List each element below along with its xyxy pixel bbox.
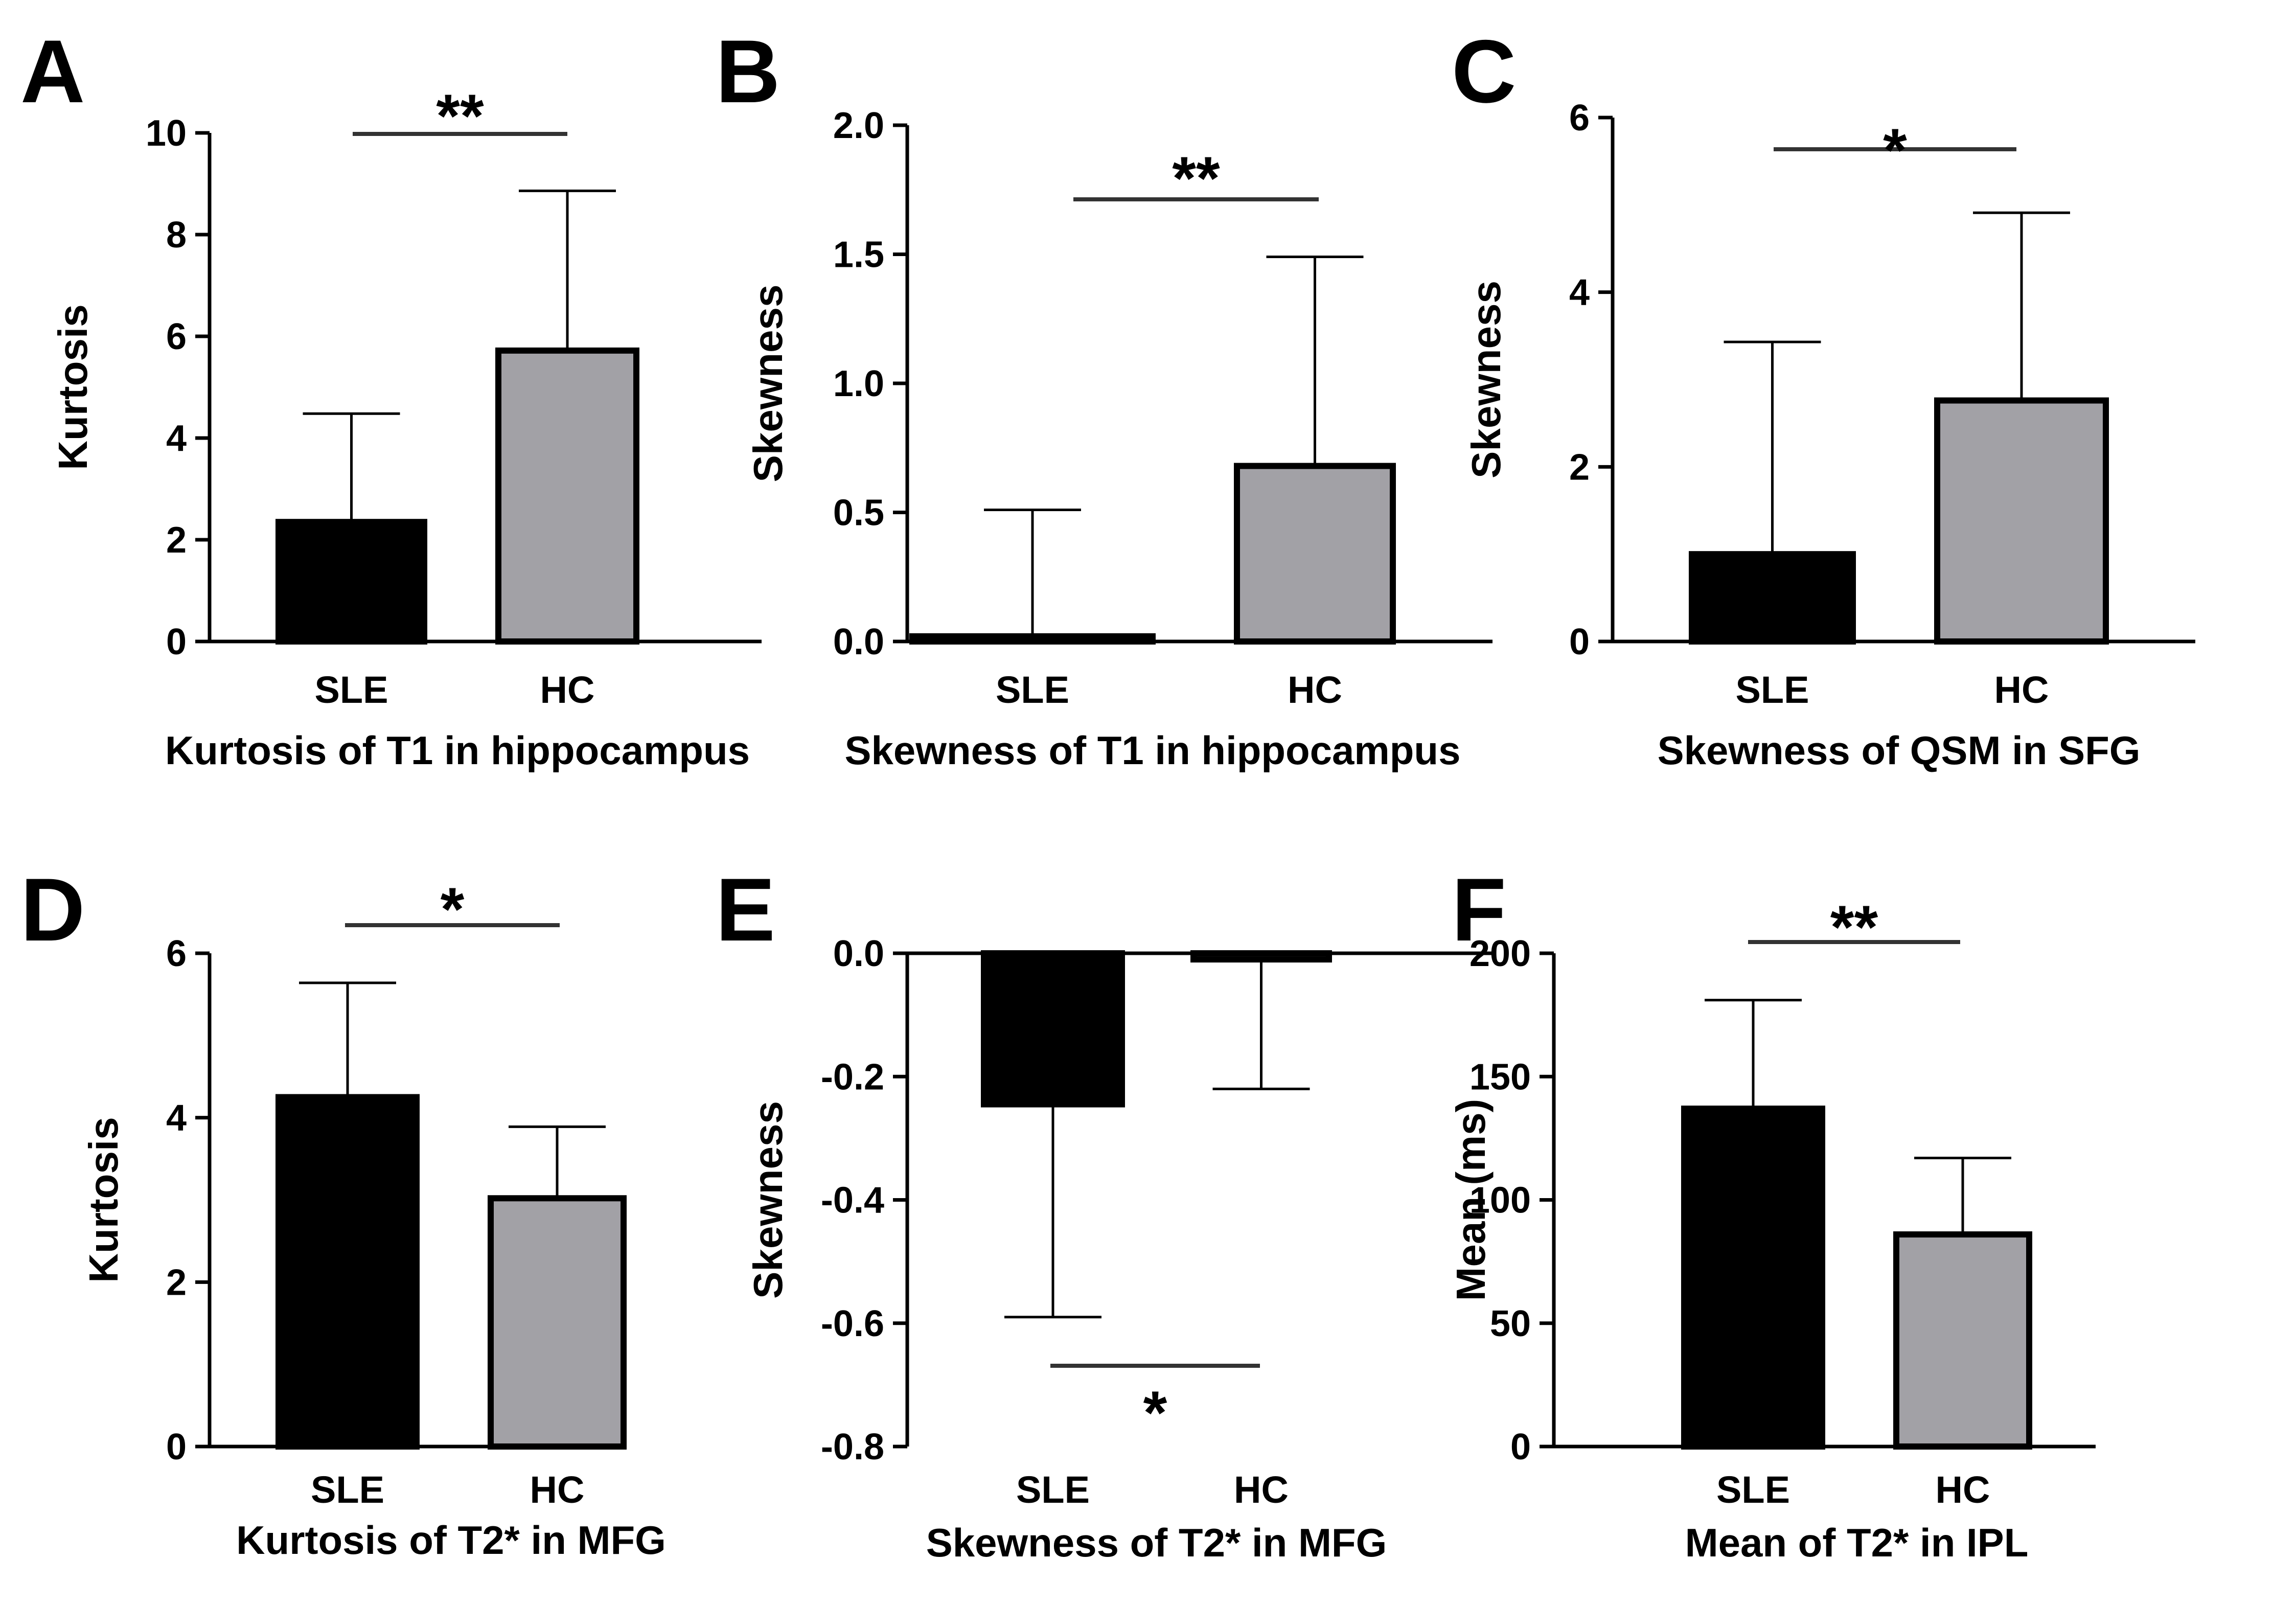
significance-marker: ** bbox=[1172, 144, 1220, 213]
category-label-hc: HC bbox=[540, 669, 595, 711]
x-axis-title: Skewness of T1 in hippocampus bbox=[845, 728, 1461, 773]
bar-hc bbox=[495, 347, 639, 645]
y-axis-title: Kurtosis bbox=[81, 1117, 126, 1283]
chart-panel-c: C 0 2 4 6 SLE HC * Skewness Skewness of QSM in SF… bbox=[1452, 22, 2195, 773]
category-label-sle: SLE bbox=[1736, 669, 1809, 711]
significance-marker: * bbox=[1143, 1379, 1167, 1447]
bar-hc bbox=[1893, 1231, 2032, 1450]
bar-sle bbox=[909, 633, 1156, 645]
y-tick-label: 50 bbox=[1490, 1303, 1531, 1344]
x-axis-title: Kurtosis of T2* in MFG bbox=[236, 1518, 666, 1563]
bar-sle bbox=[275, 519, 427, 645]
y-tick-label: 4 bbox=[166, 418, 187, 459]
chart-panel-f: F 0 50 100 150 200 SLE HC ** Mean (ms) Mean of T2*… bbox=[1448, 860, 2096, 1565]
y-tick-label: 4 bbox=[166, 1098, 187, 1139]
x-axis-title: Skewness of QSM in SFG bbox=[1658, 728, 2141, 773]
y-tick-label: 150 bbox=[1470, 1057, 1531, 1097]
category-label-sle: SLE bbox=[315, 669, 388, 711]
panel-letter: A bbox=[20, 22, 85, 122]
y-tick-label: -0.8 bbox=[821, 1427, 884, 1467]
panel-letter: F bbox=[1452, 860, 1506, 960]
significance-marker: ** bbox=[1830, 893, 1878, 961]
y-tick-label: 0.0 bbox=[833, 933, 884, 974]
y-tick-label: 2 bbox=[166, 520, 187, 561]
y-tick-label: 4 bbox=[1569, 272, 1590, 313]
y-axis-title: Kurtosis bbox=[50, 304, 96, 470]
y-tick-label: 0 bbox=[166, 1427, 187, 1467]
chart-panel-b: B 0.0 0.5 1.0 1.5 2.0 SLE HC ** Skewness Skewness … bbox=[716, 22, 1493, 773]
bar-hc bbox=[1234, 463, 1396, 645]
x-axis-title: Kurtosis of T1 in hippocampus bbox=[165, 728, 750, 773]
bar-sle bbox=[1681, 1105, 1825, 1450]
category-label-hc: HC bbox=[530, 1469, 585, 1511]
significance-marker: * bbox=[1883, 116, 1907, 185]
panel-letter: C bbox=[1452, 22, 1516, 122]
y-tick-label: 6 bbox=[166, 316, 187, 357]
y-tick-label: 0 bbox=[166, 622, 187, 662]
significance-marker: * bbox=[441, 875, 465, 944]
y-tick-label: -0.4 bbox=[821, 1180, 884, 1221]
category-label-sle: SLE bbox=[311, 1469, 384, 1511]
category-label-sle: SLE bbox=[1716, 1469, 1790, 1511]
bar-hc bbox=[488, 1195, 627, 1450]
bar-sle bbox=[275, 1094, 420, 1450]
y-axis-title: Skewness bbox=[745, 1101, 791, 1299]
y-tick-label: 200 bbox=[1470, 933, 1531, 974]
y-axis-title: Mean (ms) bbox=[1448, 1099, 1494, 1301]
x-axis-title: Mean of T2* in IPL bbox=[1685, 1520, 2029, 1565]
y-tick-label: 1.5 bbox=[833, 235, 884, 276]
category-label-hc: HC bbox=[1234, 1469, 1289, 1511]
y-tick-label: 1.0 bbox=[833, 363, 884, 404]
y-axis-title: Skewness bbox=[745, 285, 791, 483]
chart-panel-d: D 0 2 4 6 SLE HC * Kurtosis Kurtosis of T2* in MF… bbox=[20, 860, 666, 1563]
panel-letter: D bbox=[20, 860, 85, 960]
y-tick-label: 0 bbox=[1569, 622, 1590, 662]
category-label-hc: HC bbox=[1288, 669, 1342, 711]
chart-panel-a: A 0 2 4 6 8 10 SLE HC ** Kurtosis Kurtosis of T1 in… bbox=[20, 22, 762, 773]
y-tick-label: 8 bbox=[166, 215, 187, 256]
y-tick-label: 0.0 bbox=[833, 622, 884, 662]
y-tick-label: 2 bbox=[1569, 447, 1590, 488]
bar-sle bbox=[981, 950, 1125, 1108]
y-tick-label: 2.0 bbox=[833, 105, 884, 146]
y-tick-label: 0.5 bbox=[833, 493, 884, 534]
y-tick-label: 6 bbox=[1569, 98, 1590, 139]
significance-marker: ** bbox=[436, 82, 484, 150]
category-label-sle: SLE bbox=[1016, 1469, 1090, 1511]
panel-letter: B bbox=[716, 22, 780, 122]
y-tick-label: 2 bbox=[166, 1262, 187, 1303]
y-tick-label: 0 bbox=[1510, 1427, 1531, 1467]
y-axis-title: Skewness bbox=[1463, 281, 1509, 478]
panel-letter: E bbox=[716, 860, 775, 960]
chart-panel-e: E -0.8 -0.6 -0.4 -0.2 0.0 SLE HC * Skewness Skewne… bbox=[716, 860, 1493, 1565]
y-tick-label: 6 bbox=[166, 933, 187, 974]
bar-hc bbox=[1934, 397, 2109, 645]
bar-hc bbox=[1190, 950, 1332, 963]
bar-sle bbox=[1689, 551, 1856, 645]
category-label-hc: HC bbox=[1936, 1469, 1990, 1511]
y-tick-label: -0.2 bbox=[821, 1057, 884, 1097]
category-label-hc: HC bbox=[1994, 669, 2049, 711]
category-label-sle: SLE bbox=[996, 669, 1069, 711]
y-tick-label: -0.6 bbox=[821, 1303, 884, 1344]
x-axis-title: Skewness of T2* in MFG bbox=[926, 1520, 1387, 1565]
y-tick-label: 100 bbox=[1470, 1180, 1531, 1221]
y-tick-label: 10 bbox=[146, 113, 187, 154]
